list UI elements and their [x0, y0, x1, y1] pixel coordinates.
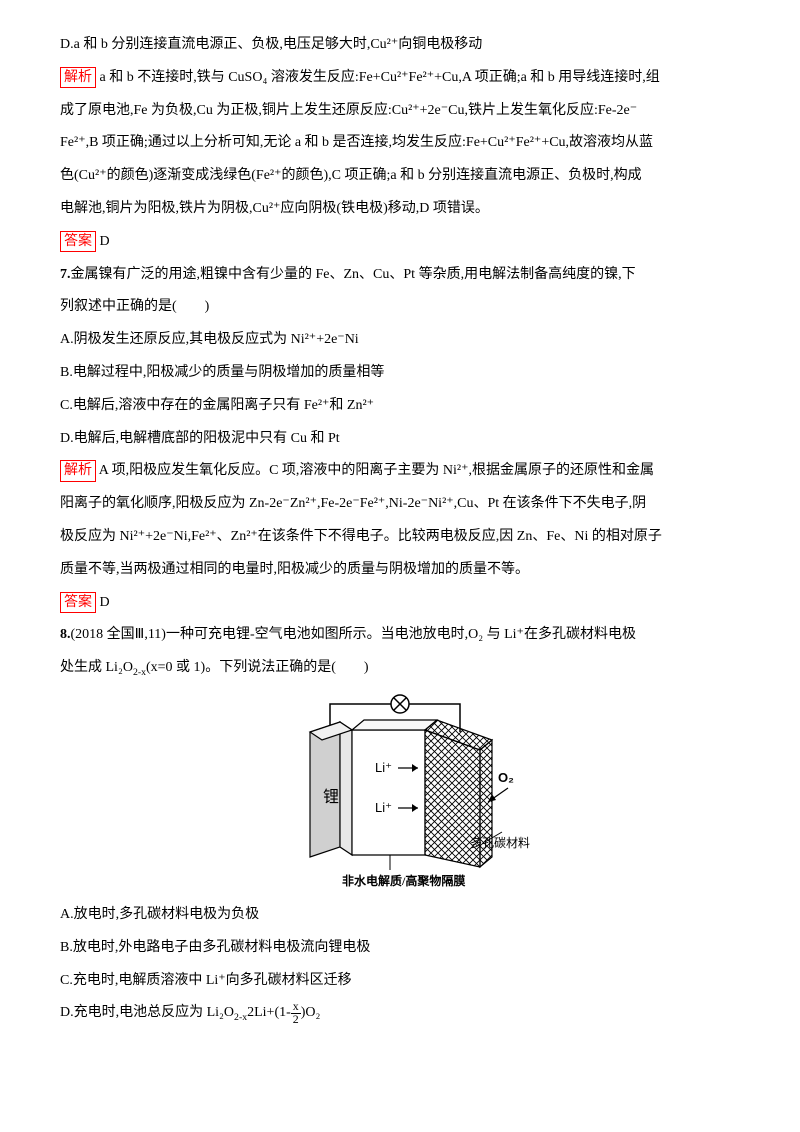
q7-stem: 7.金属镍有广泛的用途,粗镍中含有少量的 Fe、Zn、Cu、Pt 等杂质,用电解… [60, 260, 740, 291]
q6-explain-text-1: a 和 b 不连接时,铁与 CuSO₄ 溶液发生反应:Fe+Cu²⁺Fe²⁺+C… [100, 70, 660, 85]
q7-option-a: A.阴极发生还原反应,其电极反应式为 Ni²⁺+2e⁻Ni [60, 325, 740, 356]
q6-explain-text-3: Fe²⁺,B 项正确;通过以上分析可知,无论 a 和 b 是否连接,均发生反应:… [60, 128, 740, 159]
q7-option-b: B.电解过程中,阳极减少的质量与阴极增加的质量相等 [60, 358, 740, 389]
q8-stem: 8.(2018 全国Ⅲ,11)一种可充电锂-空气电池如图所示。当电池放电时,O₂… [60, 620, 740, 651]
q8-option-d: D.充电时,电池总反应为 Li₂O2-x2Li+(1-x2)O₂ [60, 998, 740, 1029]
q6-explain-text-4: 色(Cu²⁺的颜色)逐渐变成浅绿色(Fe²⁺的颜色),C 项正确;a 和 b 分… [60, 161, 740, 192]
svg-text:多孔碳材料: 多孔碳材料 [470, 836, 530, 850]
q8-stem-2b: (x=0 或 1)。下列说法正确的是( ) [146, 660, 369, 675]
q7-answer-value: D [100, 595, 110, 610]
q7-option-d: D.电解后,电解槽底部的阳极泥中只有 Cu 和 Pt [60, 424, 740, 455]
q8-option-a: A.放电时,多孔碳材料电极为负极 [60, 900, 740, 931]
q7-explain-text-3: 极反应为 Ni²⁺+2e⁻Ni,Fe²⁺、Zn²⁺在该条件下不得电子。比较两电极… [60, 522, 740, 553]
q8-optd-c: )O₂ [301, 1005, 321, 1020]
q7-answer: 答案 D [60, 588, 740, 619]
q6-option-d: D.a 和 b 分别连接直流电源正、负极,电压足够大时,Cu²⁺向铜电极移动 [60, 30, 740, 61]
q6-answer-value: D [100, 234, 110, 249]
q8-option-c: C.充电时,电解质溶液中 Li⁺向多孔碳材料区迁移 [60, 966, 740, 997]
svg-text:Li⁺: Li⁺ [375, 760, 392, 775]
q7-stem-1: 金属镍有广泛的用途,粗镍中含有少量的 Fe、Zn、Cu、Pt 等杂质,用电解法制… [71, 267, 636, 282]
battery-diagram: 锂 Li⁺ Li⁺ O₂ 多孔碳材料 非水电解质/高聚物隔膜 [60, 692, 740, 892]
answer-tag: 答案 [60, 231, 96, 253]
q8-number: 8. [60, 627, 71, 642]
svg-text:Li⁺: Li⁺ [375, 800, 392, 815]
explain-tag: 解析 [60, 460, 96, 482]
q8-optd-a: D.充电时,电池总反应为 Li₂O [60, 1005, 234, 1020]
q8-optd-b: 2Li+(1- [247, 1005, 291, 1020]
q7-explain-text-2: 阳离子的氧化顺序,阳极反应为 Zn-2e⁻Zn²⁺,Fe-2e⁻Fe²⁺,Ni-… [60, 489, 740, 520]
svg-text:O₂: O₂ [498, 770, 514, 785]
q7-number: 7. [60, 267, 71, 282]
q6-explain-text-5: 电解池,铜片为阳极,铁片为阴极,Cu²⁺应向阴极(铁电极)移动,D 项错误。 [60, 194, 740, 225]
explain-tag: 解析 [60, 67, 96, 89]
q8-option-b: B.放电时,外电路电子由多孔碳材料电极流向锂电极 [60, 933, 740, 964]
q8-stem-2a: 处生成 Li₂O [60, 660, 133, 675]
q7-stem-2: 列叙述中正确的是( ) [60, 292, 740, 323]
q7-explain-text-1: A 项,阳极应发生氧化反应。C 项,溶液中的阳离子主要为 Ni²⁺,根据金属原子… [99, 463, 654, 478]
q7-explanation: 解析 A 项,阳极应发生氧化反应。C 项,溶液中的阳离子主要为 Ni²⁺,根据金… [60, 456, 740, 487]
q8-stem-1: (2018 全国Ⅲ,11)一种可充电锂-空气电池如图所示。当电池放电时,O₂ 与… [71, 627, 636, 642]
q8-stem-2: 处生成 Li₂O2-x(x=0 或 1)。下列说法正确的是( ) [60, 653, 740, 684]
q7-explain-text-4: 质量不等,当两极通过相同的电量时,阳极减少的质量与阴极增加的质量不等。 [60, 555, 740, 586]
q6-explanation: 解析 a 和 b 不连接时,铁与 CuSO₄ 溶液发生反应:Fe+Cu²⁺Fe²… [60, 63, 740, 94]
q7-option-c: C.电解后,溶液中存在的金属阳离子只有 Fe²⁺和 Zn²⁺ [60, 391, 740, 422]
svg-text:非水电解质/高聚物隔膜: 非水电解质/高聚物隔膜 [342, 873, 465, 888]
q6-explain-text-2: 成了原电池,Fe 为负极,Cu 为正极,铜片上发生还原反应:Cu²⁺+2e⁻Cu… [60, 96, 740, 127]
answer-tag: 答案 [60, 592, 96, 614]
lithium-label: 锂 [323, 788, 339, 806]
fraction-x-over-2: x2 [291, 1001, 301, 1026]
q6-answer: 答案 D [60, 227, 740, 258]
